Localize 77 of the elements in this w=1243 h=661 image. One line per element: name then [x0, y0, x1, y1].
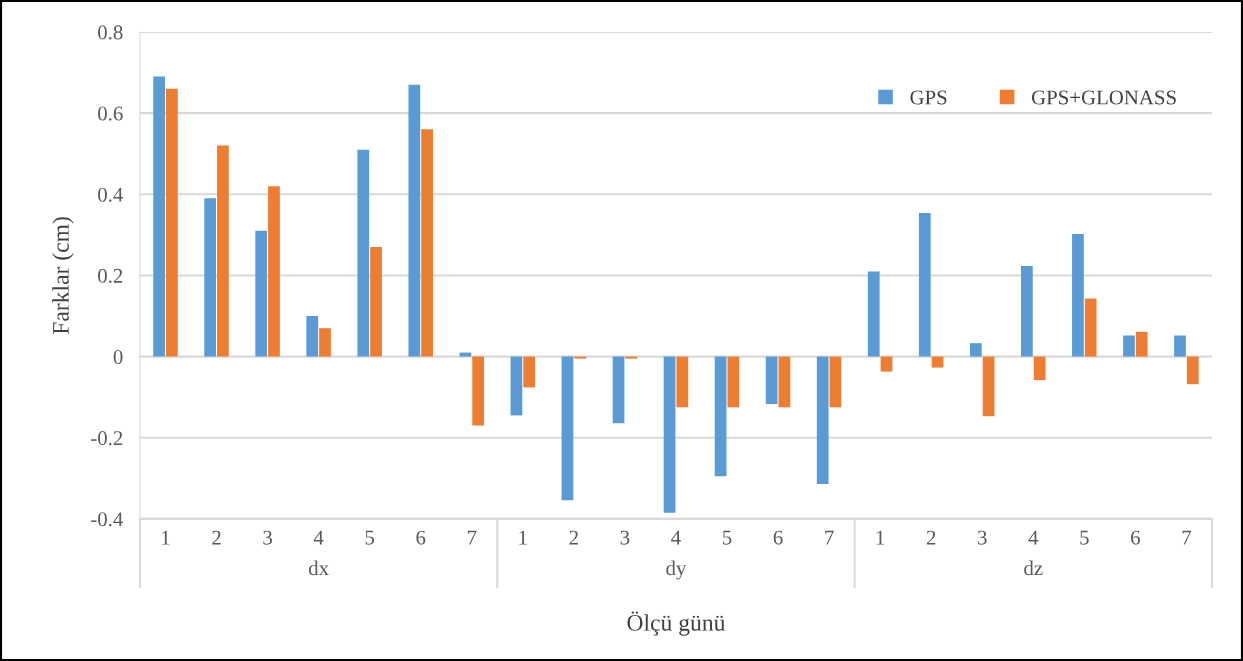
- text: dx: [308, 560, 329, 576]
- bar: [1135, 331, 1148, 357]
- x-tick-label: 6: [773, 530, 783, 545]
- y-tick-label: -0.2: [91, 431, 123, 446]
- y-tick-label: 0.2: [98, 268, 123, 283]
- y-tick-label: 0.6: [98, 106, 123, 121]
- y-axis-title: Farklar (cm): [52, 217, 74, 335]
- bar: [931, 356, 944, 368]
- bar: [306, 316, 319, 357]
- x-tick-label: 7: [467, 530, 477, 545]
- x-tick-label: 4: [671, 530, 681, 545]
- x-axis-title: Ölçü günü: [627, 611, 726, 636]
- x-tick-label: 2: [569, 530, 578, 545]
- bar: [714, 356, 727, 477]
- bar: [574, 356, 587, 359]
- x-tick-label: 3: [620, 530, 630, 545]
- bar: [880, 356, 893, 372]
- bar: [255, 230, 268, 357]
- bar: [765, 356, 778, 405]
- y-tick-label: 0: [113, 349, 123, 365]
- bar: [816, 356, 829, 484]
- bar: [370, 247, 382, 357]
- text: dy: [666, 560, 687, 580]
- x-tick-label: 5: [722, 530, 732, 545]
- bar: [204, 198, 217, 357]
- bar: [421, 129, 433, 357]
- bar: [663, 356, 676, 513]
- bar: [625, 356, 638, 359]
- bar: [268, 186, 280, 357]
- x-tick-label: 6: [1131, 530, 1140, 545]
- bar: [612, 356, 625, 424]
- bar: [510, 356, 523, 416]
- bar: [408, 84, 421, 357]
- legend-label: GPS+GLONASS: [1031, 90, 1176, 105]
- bar: [459, 352, 472, 357]
- x-tick-label: 4: [1028, 530, 1039, 545]
- bar: [829, 356, 842, 408]
- text: dz: [1024, 560, 1043, 576]
- x-tick-label: 7: [825, 530, 834, 545]
- x-tick-label: 3: [263, 530, 272, 545]
- y-tick-label: 0.8: [98, 25, 123, 40]
- bar: [676, 356, 689, 408]
- bar: [918, 212, 931, 357]
- x-tick-label: 1: [519, 530, 527, 545]
- bar: [357, 149, 370, 357]
- x-tick-label: 1: [162, 530, 170, 545]
- x-tick-label: 5: [365, 530, 375, 545]
- bar: [561, 356, 574, 501]
- x-tick-label: 2: [926, 530, 936, 545]
- bar: [727, 356, 740, 408]
- bar: [217, 145, 229, 357]
- x-tick-label: 4: [313, 530, 324, 545]
- bar: [982, 356, 995, 417]
- bar: [1033, 356, 1046, 381]
- y-tick-label: 0.4: [98, 187, 123, 202]
- x-tick-label: 2: [212, 530, 221, 545]
- bar: [867, 271, 880, 357]
- x-tick-label: 1: [876, 530, 885, 545]
- bar: [472, 356, 485, 426]
- bar: [969, 343, 982, 357]
- x-tick-label: 6: [416, 530, 426, 545]
- bar: [1123, 335, 1135, 357]
- bar: [1072, 234, 1084, 357]
- bar: [523, 356, 536, 388]
- bar: [1021, 266, 1033, 357]
- bar: [319, 328, 331, 357]
- x-tick-label: 7: [1182, 530, 1192, 545]
- bar: [166, 88, 178, 357]
- x-tick-label: 3: [978, 530, 987, 545]
- bar: [778, 356, 791, 408]
- legend-label: GPS: [910, 90, 947, 105]
- bar: [153, 76, 165, 357]
- bar: [1084, 298, 1097, 357]
- y-tick-label: -0.4: [91, 512, 123, 527]
- bar: [1174, 335, 1186, 357]
- bar: [1186, 356, 1199, 385]
- x-tick-label: 5: [1080, 530, 1089, 545]
